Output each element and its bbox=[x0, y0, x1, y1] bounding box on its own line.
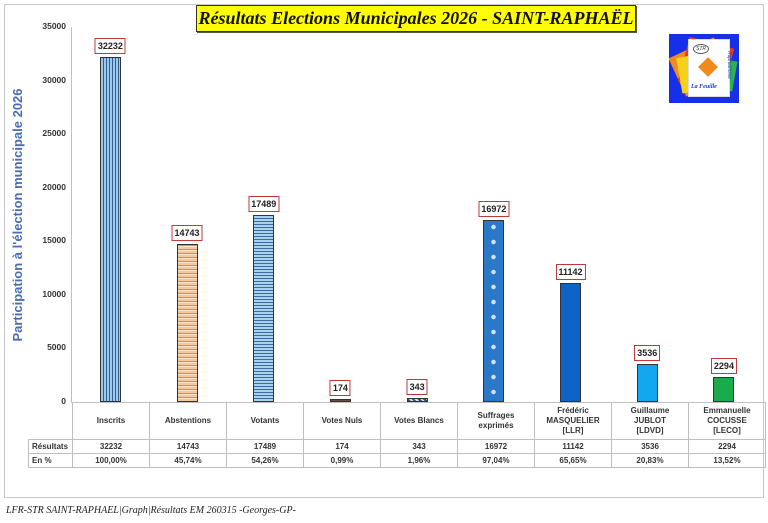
header-line: [LDVD] bbox=[636, 426, 664, 435]
y-tick-label: 10000 bbox=[42, 288, 66, 299]
logo-speech-bubble-icon: STR bbox=[693, 44, 709, 54]
table-header-votants: Votants bbox=[226, 402, 304, 440]
y-tick-label: 25000 bbox=[42, 128, 66, 139]
row-label-percent: En % bbox=[28, 453, 73, 468]
table-cell-percent: 0,99% bbox=[303, 453, 381, 468]
logo-side-text: Raphaëloise bbox=[725, 51, 732, 79]
header-line: [LLR] bbox=[562, 426, 584, 435]
table-row-percent: En % 100,00% 45,74% 54,26% 0,99% 1,96% 97,04%… bbox=[28, 453, 766, 468]
header-line: Suffrages bbox=[477, 411, 515, 420]
table-row-results: Résultats 32232 14743 17489 174 343 16972 1114… bbox=[28, 439, 766, 454]
data-label-suffrages-exprimes: 16972 bbox=[478, 201, 510, 218]
bar-votants bbox=[253, 214, 275, 402]
table-cell-percent: 20,83% bbox=[611, 453, 689, 468]
table-cell-result: 17489 bbox=[226, 439, 304, 454]
bar-suffrages-exprimes bbox=[483, 220, 505, 402]
header-line: Inscrits bbox=[96, 416, 126, 425]
data-label-cocusse: 2294 bbox=[710, 358, 737, 375]
data-label-votes-nuls: 174 bbox=[329, 380, 351, 396]
table-cell-result: 2294 bbox=[688, 439, 766, 454]
bar-votes-blancs bbox=[406, 398, 428, 402]
table-cell-result: 14743 bbox=[149, 439, 227, 454]
data-label-votes-blancs: 343 bbox=[406, 379, 428, 396]
logo-text: La Feuille bbox=[691, 84, 717, 90]
table-cell-percent: 54,26% bbox=[226, 453, 304, 468]
header-line: Votes Nuls bbox=[321, 416, 363, 425]
header-line: MASQUELIER bbox=[546, 416, 600, 425]
y-tick-label: 30000 bbox=[42, 74, 66, 85]
data-label-inscrits: 32232 bbox=[94, 37, 126, 54]
table-cell-result: 3536 bbox=[611, 439, 689, 454]
logo-card: STR Raphaëloise La Feuille bbox=[688, 39, 732, 97]
table-corner bbox=[29, 403, 73, 440]
header-line: Frédéric bbox=[557, 406, 589, 415]
y-axis-label: Participation à l'élection municipale 20… bbox=[10, 88, 25, 342]
table-cell-result: 11142 bbox=[534, 439, 612, 454]
table-header-abstentions: Abstentions bbox=[149, 402, 227, 440]
bar-inscrits bbox=[99, 56, 121, 402]
header-line: Guillaume bbox=[630, 406, 670, 415]
footer-source: LFR-STR SAINT-RAPHAEL|Graph|Résultats EM… bbox=[6, 505, 296, 516]
header-line: [LECO] bbox=[713, 426, 741, 435]
y-tick-label: 35000 bbox=[42, 21, 66, 31]
data-table: Inscrits Abstentions Votants Votes Nuls Vote… bbox=[28, 402, 766, 468]
table-cell-result: 343 bbox=[380, 439, 458, 454]
table-cell-result: 32232 bbox=[72, 439, 150, 454]
table-header-votes-nuls: Votes Nuls bbox=[303, 402, 381, 440]
header-line: JUBLOT bbox=[634, 416, 666, 425]
y-tick-label: 20000 bbox=[42, 181, 66, 192]
y-tick-label: 0 bbox=[61, 396, 66, 406]
data-label-votants: 17489 bbox=[248, 195, 280, 212]
chart-title: Résultats Elections Municipales 2026 - S… bbox=[196, 5, 636, 32]
header-line: COCUSSE bbox=[707, 416, 747, 425]
table-cell-percent: 45,74% bbox=[149, 453, 227, 468]
table-cell-percent: 100,00% bbox=[72, 453, 150, 468]
y-axis-line bbox=[71, 27, 72, 403]
y-tick-label: 15000 bbox=[42, 235, 66, 246]
data-label-masquelier: 11142 bbox=[555, 263, 586, 280]
bar-cocusse bbox=[713, 377, 735, 402]
table-cell-percent: 1,96% bbox=[380, 453, 458, 468]
bar-jublot bbox=[636, 364, 658, 402]
table-header-inscrits: Inscrits bbox=[72, 402, 150, 440]
bar-masquelier bbox=[560, 282, 582, 402]
table-cell-percent: 97,04% bbox=[457, 453, 535, 468]
table-cell-percent: 65,65% bbox=[534, 453, 612, 468]
table-header-row: Inscrits Abstentions Votants Votes Nuls Vote… bbox=[29, 402, 766, 440]
bar-votes-nuls bbox=[329, 399, 351, 402]
logo-diamond-icon bbox=[698, 57, 718, 77]
table-cell-result: 174 bbox=[303, 439, 381, 454]
row-label-results: Résultats bbox=[28, 439, 73, 454]
y-tick-label: 5000 bbox=[47, 342, 66, 353]
header-line: Votes Blancs bbox=[394, 416, 444, 425]
header-line: exprimés bbox=[478, 421, 514, 430]
table-header-suffrages-exprimes: Suffrages exprimés bbox=[457, 402, 535, 440]
table-header-jublot: Guillaume JUBLOT [LDVD] bbox=[611, 402, 689, 440]
table-cell-percent: 13,52% bbox=[688, 453, 766, 468]
data-label-abstentions: 14743 bbox=[171, 225, 203, 242]
table-header-masquelier: Frédéric MASQUELIER [LLR] bbox=[534, 402, 612, 440]
header-line: Abstentions bbox=[164, 416, 212, 425]
table-cell-result: 16972 bbox=[457, 439, 535, 454]
data-label-jublot: 3536 bbox=[634, 345, 661, 362]
la-feuille-logo: STR Raphaëloise La Feuille bbox=[669, 34, 739, 103]
header-line: Emmanuelle bbox=[703, 406, 751, 415]
header-line: Votants bbox=[250, 416, 280, 425]
table-header-votes-blancs: Votes Blancs bbox=[380, 402, 458, 440]
bar-abstentions bbox=[176, 244, 198, 402]
table-header-cocusse: Emmanuelle COCUSSE [LECO] bbox=[688, 402, 766, 440]
